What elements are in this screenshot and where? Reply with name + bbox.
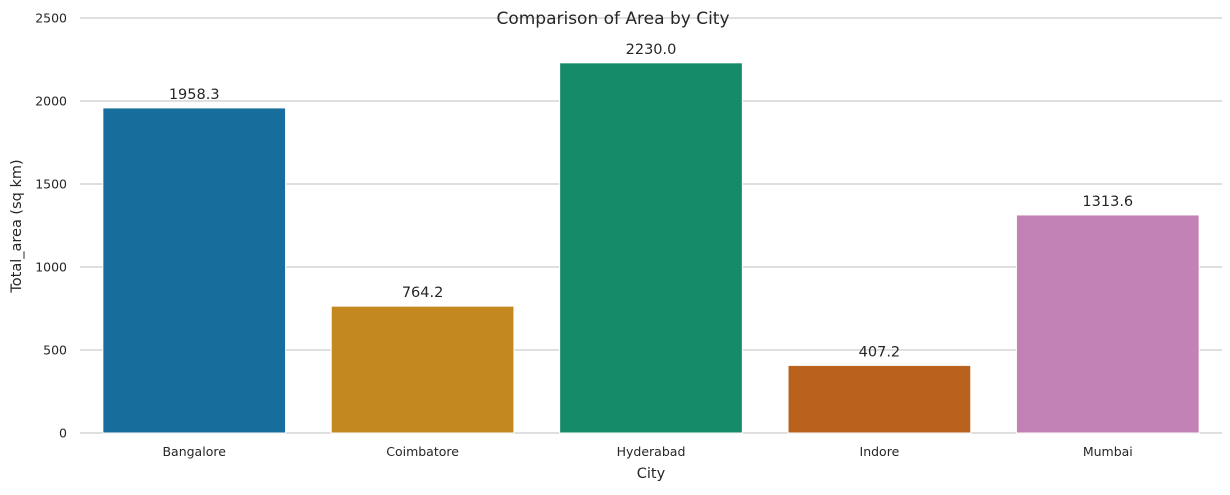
bar-indore (787, 364, 972, 434)
x-tick-label-hyderabad: Hyderabad (617, 444, 686, 459)
y-tick-label-1500: 1500 (35, 177, 67, 192)
labels-layer: 1958.3 764.2 2230.0 407.2 1313.6 (169, 42, 1133, 361)
ticks-layer: 0 500 1000 1500 2000 2500 Bangalore Coimbatore H… (35, 11, 1133, 460)
bar-mumbai (1015, 214, 1200, 434)
data-label-mumbai: 1313.6 (1082, 194, 1133, 210)
chart-title: Comparison of Area by City (496, 9, 729, 29)
x-tick-label-indore: Indore (860, 444, 900, 459)
data-label-indore: 407.2 (859, 344, 901, 360)
x-tick-label-bangalore: Bangalore (162, 444, 226, 459)
y-tick-label-2500: 2500 (35, 11, 67, 26)
x-tick-label-coimbatore: Coimbatore (386, 444, 459, 459)
data-label-bangalore: 1958.3 (169, 87, 220, 103)
y-tick-label-500: 500 (43, 343, 67, 358)
bar-hyderabad (559, 62, 743, 434)
bar-bangalore (102, 107, 287, 434)
y-tick-label-0: 0 (59, 426, 67, 441)
data-label-coimbatore: 764.2 (402, 285, 444, 301)
x-tick-label-mumbai: Mumbai (1083, 444, 1133, 459)
bar-coimbatore (330, 305, 515, 434)
data-label-hyderabad: 2230.0 (626, 42, 677, 58)
y-axis-label: Total_area (sq km) (9, 159, 25, 293)
bars-layer (102, 62, 1200, 434)
y-tick-label-2000: 2000 (35, 94, 67, 109)
y-tick-label-1000: 1000 (35, 260, 67, 275)
x-axis-label: City (637, 466, 666, 482)
